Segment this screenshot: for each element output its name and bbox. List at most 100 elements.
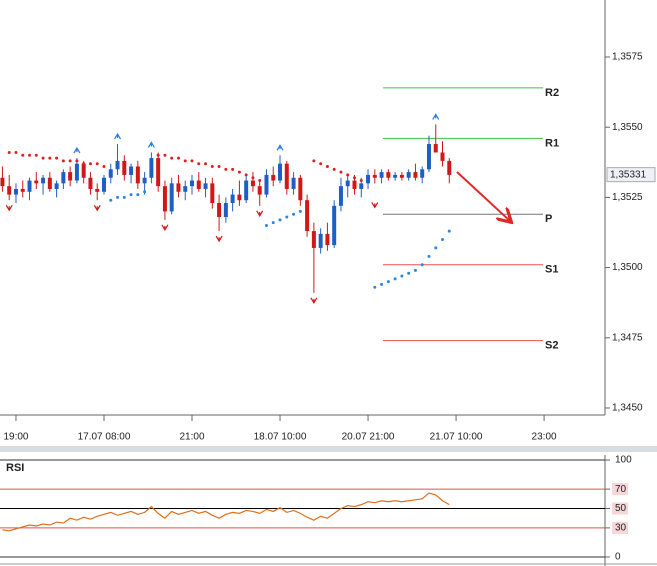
- candle-body: [74, 163, 79, 181]
- candle-body: [108, 169, 113, 178]
- rsi-tick-label: 50: [615, 503, 627, 514]
- sar-dot: [75, 159, 79, 163]
- sar-dot: [48, 156, 52, 160]
- x-tick-label: 18.07 10:00: [254, 432, 307, 443]
- pivot-label: S2: [545, 339, 558, 351]
- sar-dot: [102, 165, 106, 169]
- pivot-label: R2: [545, 87, 559, 99]
- sar-dot: [197, 162, 201, 166]
- sar-dot: [55, 156, 59, 160]
- candle-body: [142, 177, 147, 184]
- fractal-down: [371, 202, 379, 209]
- rsi-title: RSI: [6, 462, 24, 474]
- sar-dot: [28, 153, 32, 157]
- sar-dot: [447, 229, 451, 233]
- rsi-tick-label: 0: [615, 552, 621, 563]
- candle-body: [162, 186, 167, 212]
- sar-dot: [143, 190, 147, 194]
- x-tick-label: 21:00: [179, 432, 204, 443]
- fractal-down: [215, 235, 223, 243]
- candle-body: [318, 233, 323, 248]
- candle-body: [169, 183, 174, 212]
- sar-dot: [95, 162, 99, 166]
- rsi-tick-label: 30: [615, 523, 627, 534]
- candle-body: [433, 144, 438, 153]
- sar-dot: [427, 254, 431, 258]
- sar-dot: [285, 215, 289, 219]
- candle-body: [352, 180, 357, 189]
- candle-body: [47, 177, 52, 189]
- x-tick-label: 19:00: [3, 432, 28, 443]
- axes: 1,3450 1,3475 1,3500 1,3525 1,3550 1,3575 19:0…: [3, 52, 656, 563]
- y-tick-label: 1,3575: [612, 52, 643, 63]
- candle-body: [244, 180, 249, 201]
- sar-dot: [339, 170, 343, 174]
- panel-separator: [0, 446, 657, 452]
- sar-dot: [224, 167, 228, 171]
- candle-body: [426, 144, 431, 170]
- y-tick-label: 1,3475: [612, 332, 643, 343]
- sar-dot: [68, 159, 72, 163]
- candle-body: [217, 203, 222, 218]
- candle-body: [183, 186, 188, 192]
- sar-dot: [34, 153, 38, 157]
- fractal-up: [276, 144, 284, 151]
- sar-dot: [400, 274, 404, 278]
- rsi-line: [2, 492, 450, 532]
- fractal-up: [114, 132, 122, 140]
- sar-dot: [82, 162, 86, 166]
- sar-dot: [413, 268, 417, 272]
- fractal-down: [5, 204, 13, 212]
- candle-body: [0, 177, 5, 187]
- rsi-tick-label: 70: [615, 484, 627, 495]
- candle-body: [54, 183, 59, 189]
- sar-dot: [210, 165, 214, 169]
- candle-body: [135, 166, 140, 184]
- candle-body: [366, 174, 371, 184]
- sar-dot: [183, 159, 187, 163]
- candle-body: [264, 174, 269, 195]
- sar-dot: [244, 173, 248, 177]
- candle-body: [230, 194, 235, 204]
- sar-dot: [237, 170, 241, 174]
- candle-body: [440, 152, 445, 161]
- sar-dot: [298, 209, 302, 213]
- sar-dot: [109, 198, 113, 202]
- candle-body: [305, 200, 310, 232]
- candle-body: [338, 186, 343, 206]
- candle-body: [379, 172, 384, 178]
- pivot-label: R1: [545, 137, 559, 149]
- fractal-up: [73, 146, 81, 154]
- sar-dot: [359, 179, 363, 183]
- sar-dot: [122, 195, 126, 199]
- sar-dot: [163, 153, 167, 157]
- sar-dot: [204, 162, 208, 166]
- rsi-tick-label: 100: [615, 455, 632, 466]
- y-tick-label: 1,3450: [612, 403, 643, 414]
- sar-dot: [380, 282, 384, 286]
- candle-body: [386, 172, 391, 178]
- x-tick-label: 20.07 21:00: [342, 432, 395, 443]
- sar-dot: [231, 167, 235, 171]
- candle-body: [345, 180, 350, 187]
- sar-dot: [14, 150, 18, 154]
- candle-body: [257, 186, 262, 195]
- candle-body: [81, 163, 86, 178]
- fractal-down: [256, 210, 264, 217]
- candle-body: [176, 183, 181, 192]
- sar-dot: [441, 238, 445, 242]
- sar-dot: [420, 263, 424, 267]
- forecast-arrow: [456, 171, 510, 221]
- candle-body: [237, 194, 242, 201]
- sar-dot: [292, 212, 296, 216]
- sar-dot: [176, 156, 180, 160]
- candle-body: [372, 174, 377, 178]
- candle-body: [447, 160, 452, 175]
- candle-body: [156, 158, 161, 187]
- candle-body: [101, 177, 106, 192]
- candle-body: [278, 163, 283, 181]
- candle-body: [284, 163, 289, 189]
- candle-body: [271, 174, 276, 181]
- candle-body: [68, 172, 73, 181]
- sar-dot: [129, 193, 133, 197]
